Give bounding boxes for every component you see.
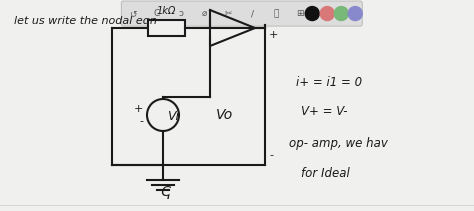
- Text: ⌀: ⌀: [202, 9, 208, 18]
- Text: +: +: [269, 30, 278, 40]
- Text: ↄ: ↄ: [178, 9, 183, 18]
- Text: /: /: [251, 9, 254, 18]
- Circle shape: [320, 7, 334, 20]
- Circle shape: [348, 7, 362, 20]
- Text: +: +: [134, 104, 143, 114]
- Circle shape: [305, 7, 319, 20]
- Text: let us write the nodal eqn: let us write the nodal eqn: [14, 16, 157, 26]
- Text: -: -: [269, 150, 273, 160]
- Text: C: C: [154, 9, 160, 18]
- Text: 1kΩ: 1kΩ: [157, 6, 176, 16]
- Text: Vo: Vo: [216, 108, 234, 122]
- Text: ✂: ✂: [225, 9, 232, 18]
- Text: ↅ: ↅ: [160, 185, 170, 199]
- Text: i+ = i1 = 0: i+ = i1 = 0: [296, 76, 363, 89]
- Bar: [148, 20, 185, 36]
- Text: op- amp, we hav: op- amp, we hav: [289, 137, 388, 150]
- Text: ↺: ↺: [129, 9, 137, 18]
- Circle shape: [334, 7, 348, 20]
- Text: V+ = V-: V+ = V-: [301, 105, 347, 118]
- FancyBboxPatch shape: [121, 1, 362, 26]
- Text: for Ideal: for Ideal: [301, 166, 350, 180]
- Text: ⬜: ⬜: [273, 9, 279, 18]
- Text: Vi: Vi: [167, 111, 179, 123]
- Text: -: -: [139, 116, 143, 126]
- Text: ⊞: ⊞: [297, 9, 304, 18]
